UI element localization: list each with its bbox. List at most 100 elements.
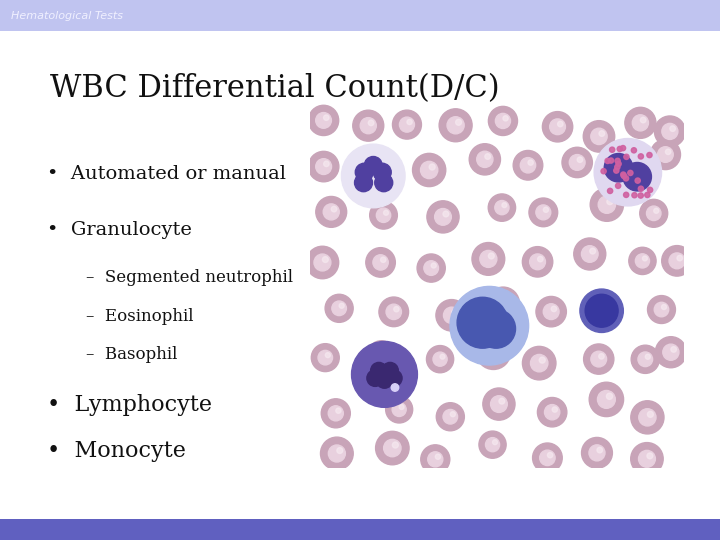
Circle shape: [621, 161, 639, 178]
Circle shape: [400, 117, 415, 132]
Circle shape: [642, 256, 647, 261]
Text: •  Monocyte: • Monocyte: [47, 440, 186, 462]
Circle shape: [384, 440, 401, 457]
Circle shape: [429, 164, 435, 170]
Circle shape: [436, 300, 467, 331]
Circle shape: [377, 208, 391, 222]
Circle shape: [325, 353, 330, 357]
Circle shape: [677, 255, 683, 261]
Circle shape: [628, 170, 633, 176]
Circle shape: [376, 431, 409, 465]
Circle shape: [420, 445, 450, 474]
Circle shape: [635, 254, 649, 268]
Circle shape: [427, 201, 459, 233]
Circle shape: [617, 146, 622, 152]
Circle shape: [316, 159, 332, 174]
Circle shape: [547, 453, 553, 458]
Circle shape: [420, 161, 438, 179]
Circle shape: [621, 172, 626, 177]
Circle shape: [552, 306, 557, 312]
Circle shape: [366, 248, 395, 277]
Circle shape: [364, 157, 382, 174]
Circle shape: [638, 186, 644, 191]
Circle shape: [650, 139, 680, 170]
Circle shape: [332, 301, 346, 315]
Circle shape: [597, 447, 603, 453]
Circle shape: [662, 305, 667, 309]
Circle shape: [447, 117, 464, 134]
Circle shape: [639, 450, 655, 467]
Circle shape: [621, 173, 626, 179]
Circle shape: [485, 343, 503, 361]
Circle shape: [604, 301, 610, 307]
Text: –  Segmented neutrophil: – Segmented neutrophil: [86, 269, 294, 286]
Circle shape: [631, 401, 664, 434]
Circle shape: [669, 253, 685, 269]
Circle shape: [479, 431, 506, 458]
Circle shape: [495, 113, 510, 129]
Circle shape: [589, 382, 624, 416]
Circle shape: [382, 350, 387, 355]
Circle shape: [640, 117, 646, 123]
Circle shape: [435, 208, 451, 225]
Circle shape: [647, 295, 675, 323]
Text: •  Lymphocyte: • Lymphocyte: [47, 394, 212, 416]
Circle shape: [353, 110, 384, 141]
Circle shape: [321, 399, 351, 428]
Circle shape: [399, 404, 404, 409]
Circle shape: [657, 147, 673, 163]
Circle shape: [631, 345, 660, 373]
Circle shape: [323, 204, 339, 220]
Bar: [0, 0, 720, 31]
Circle shape: [608, 188, 613, 193]
Circle shape: [523, 247, 553, 277]
Circle shape: [373, 163, 391, 181]
Circle shape: [477, 309, 516, 348]
Circle shape: [381, 257, 386, 262]
Circle shape: [386, 370, 402, 387]
Circle shape: [663, 344, 679, 360]
Circle shape: [440, 354, 445, 359]
Circle shape: [596, 299, 612, 315]
Circle shape: [392, 442, 398, 448]
Circle shape: [426, 346, 454, 373]
Circle shape: [355, 163, 373, 181]
Circle shape: [647, 187, 653, 192]
Circle shape: [562, 147, 593, 178]
Circle shape: [521, 158, 536, 173]
Circle shape: [624, 154, 629, 159]
Circle shape: [306, 246, 338, 279]
Circle shape: [469, 144, 500, 175]
Circle shape: [670, 126, 675, 131]
Circle shape: [583, 120, 615, 152]
Circle shape: [341, 144, 405, 208]
Circle shape: [588, 291, 620, 322]
Circle shape: [371, 362, 387, 379]
Circle shape: [451, 309, 457, 315]
Circle shape: [394, 307, 399, 312]
Circle shape: [598, 196, 616, 213]
Circle shape: [654, 208, 659, 213]
Circle shape: [379, 297, 408, 327]
Circle shape: [615, 165, 620, 170]
Circle shape: [531, 354, 548, 372]
Circle shape: [392, 402, 406, 416]
Circle shape: [503, 116, 508, 121]
Circle shape: [392, 110, 421, 139]
Circle shape: [374, 348, 389, 362]
Circle shape: [480, 251, 497, 267]
Circle shape: [316, 197, 346, 227]
Circle shape: [542, 112, 572, 142]
Circle shape: [671, 347, 677, 352]
Circle shape: [638, 352, 652, 367]
Circle shape: [324, 161, 329, 166]
Circle shape: [539, 357, 545, 363]
Text: –  Eosinophil: – Eosinophil: [86, 308, 194, 325]
Circle shape: [606, 393, 613, 400]
Circle shape: [495, 200, 509, 215]
Circle shape: [610, 147, 615, 152]
Circle shape: [607, 199, 613, 205]
Circle shape: [621, 145, 626, 151]
Circle shape: [331, 206, 337, 212]
Circle shape: [608, 158, 613, 163]
